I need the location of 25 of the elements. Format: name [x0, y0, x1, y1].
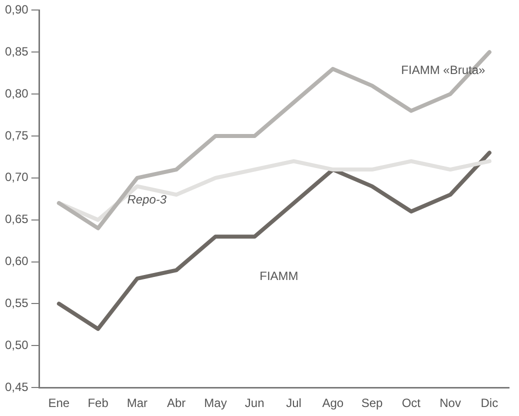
y-tick-label: 0,65	[4, 212, 29, 226]
y-tick-label: 0,90	[4, 2, 29, 17]
y-tick-label: 0,45	[4, 380, 29, 394]
y-tick-label: 0,85	[4, 44, 29, 58]
y-tick-label: 0,75	[4, 128, 29, 142]
x-tick-label: Mar	[126, 396, 148, 410]
x-tick-label: Sep	[361, 396, 384, 410]
x-tick-label: Jun	[244, 396, 264, 410]
x-tick-label: May	[204, 396, 227, 410]
series-label: FIAMM «Bruta»	[401, 63, 486, 78]
series-label: Repo-3	[127, 192, 167, 207]
x-tick-label: Ene	[48, 396, 70, 410]
x-tick-label: Ago	[322, 396, 344, 410]
x-tick-label: Abr	[166, 396, 186, 410]
y-tick-label: 0,50	[4, 338, 29, 352]
x-tick-label: Oct	[402, 396, 422, 410]
x-tick-label: Feb	[88, 396, 109, 410]
y-tick-label: 0,70	[4, 170, 29, 184]
x-tick-label: Jul	[286, 396, 302, 410]
y-tick-label: 0,80	[4, 86, 29, 100]
y-tick-label: 0,60	[4, 254, 29, 268]
y-tick-label: 0,55	[4, 296, 29, 310]
x-tick-label: Nov	[440, 396, 461, 410]
x-tick-label: Dic	[480, 396, 498, 410]
text: FIAMM	[260, 268, 298, 283]
